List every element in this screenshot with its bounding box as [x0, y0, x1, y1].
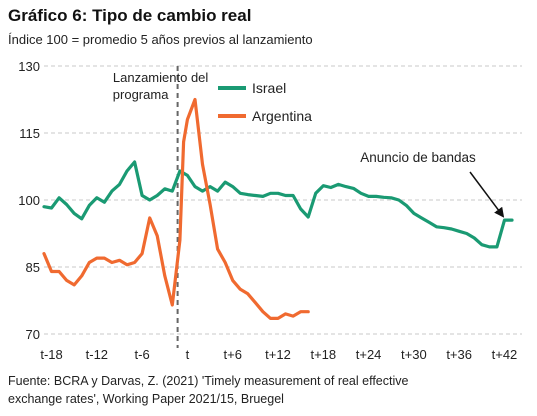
x-tick-label: t+36 [446, 347, 472, 362]
launch-label-line1: Lanzamiento del [113, 70, 209, 85]
x-tick-label: t+6 [223, 347, 241, 362]
x-tick-label: t+24 [356, 347, 382, 362]
chart-subtitle: Índice 100 = promedio 5 años previos al … [8, 32, 313, 47]
x-tick-label: t+12 [265, 347, 291, 362]
source-line-1: Fuente: BCRA y Darvas, Z. (2021) 'Timely… [8, 374, 409, 388]
x-axis-ticks: t-18 t-12 t-6 t t+6 t+12 t+18 t+24 t+30 t+36 t+42 [40, 347, 517, 362]
x-tick-label: t-12 [86, 347, 108, 362]
legend-label-argentina: Argentina [252, 108, 312, 124]
x-tick-label: t [186, 347, 190, 362]
y-tick-label: 115 [19, 126, 40, 141]
series-line-argentina [42, 97, 310, 320]
y-tick-label: 85 [26, 260, 40, 275]
y-tick-label: 70 [26, 327, 40, 342]
x-tick-label: t-6 [135, 347, 150, 362]
series-line-israel [42, 160, 514, 249]
chart-title: Gráfico 6: Tipo de cambio real [8, 6, 252, 25]
source-note: Fuente: BCRA y Darvas, Z. (2021) 'Timely… [8, 372, 518, 408]
launch-label-line2: programa [113, 87, 169, 102]
annotation-anuncio-de-bandas: Anuncio de bandas [360, 150, 476, 165]
legend-label-israel: Israel [252, 80, 286, 96]
series-lines [42, 97, 514, 320]
x-tick-label: t+30 [401, 347, 427, 362]
grid-lines [44, 65, 522, 335]
annotation-arrow [469, 171, 505, 218]
y-tick-label: 130 [18, 59, 40, 74]
legend: Israel Argentina [218, 80, 312, 124]
x-tick-label: t+42 [492, 347, 518, 362]
x-tick-label: t-18 [40, 347, 62, 362]
y-tick-label: 100 [18, 193, 40, 208]
source-line-2: exchange rates', Working Paper 2021/15, … [8, 392, 284, 406]
x-tick-label: t+18 [310, 347, 336, 362]
y-axis-ticks: 70 85 100 115 130 [18, 59, 40, 342]
